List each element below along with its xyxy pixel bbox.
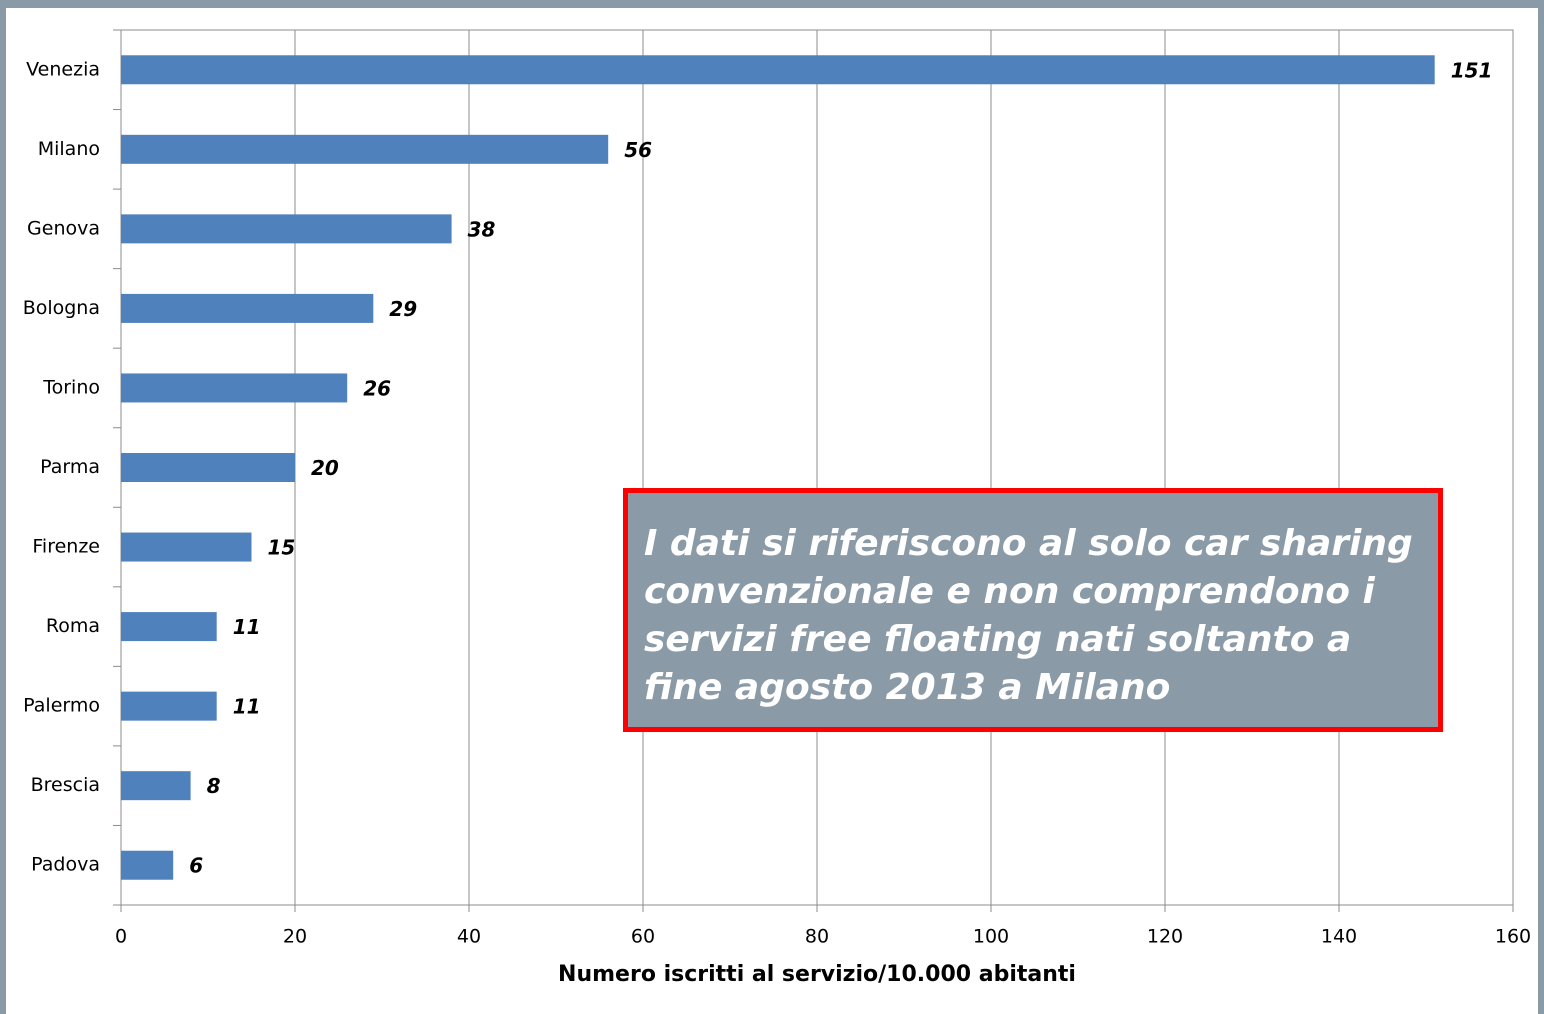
bar <box>121 850 174 880</box>
bar <box>121 532 252 562</box>
value-label: 15 <box>268 536 296 560</box>
x-tick-label: 140 <box>1321 926 1357 948</box>
annotation-line: servizi free floating nati soltanto a <box>644 619 1352 660</box>
y-tick-label: Palermo <box>23 695 100 717</box>
value-label: 11 <box>233 695 261 719</box>
x-tick-label: 160 <box>1495 926 1531 948</box>
bar <box>121 453 295 482</box>
y-tick-label: Bologna <box>23 297 100 319</box>
x-tick-label: 80 <box>805 926 829 948</box>
x-axis-title: Numero iscritti al servizio/10.000 abita… <box>558 962 1076 987</box>
x-tick-label: 120 <box>1147 926 1183 948</box>
bar <box>121 214 452 244</box>
value-label: 26 <box>363 376 391 400</box>
value-label: 29 <box>389 297 417 321</box>
value-label: 8 <box>207 774 221 798</box>
x-tick-label: 60 <box>631 926 655 948</box>
value-label: 11 <box>233 615 261 639</box>
bar <box>121 771 191 801</box>
value-label: 6 <box>189 854 203 878</box>
bar <box>121 612 217 642</box>
y-tick-label: Roma <box>46 615 100 637</box>
x-tick-label: 20 <box>283 926 307 948</box>
annotation-line: convenzionale e non comprendono i <box>644 571 1375 612</box>
bar <box>121 293 374 323</box>
annotation-line: fine agosto 2013 a Milano <box>644 667 1171 708</box>
value-label: 151 <box>1451 58 1493 82</box>
value-label: 56 <box>624 138 652 162</box>
value-label: 38 <box>468 217 496 241</box>
annotation: I dati si riferiscono al solo car sharin… <box>623 488 1443 732</box>
y-tick-label: Genova <box>27 217 100 239</box>
bar <box>121 691 217 721</box>
y-tick-label: Parma <box>40 456 100 478</box>
y-tick-label: Brescia <box>31 774 100 796</box>
y-tick-label: Firenze <box>32 536 100 558</box>
y-tick-label: Torino <box>42 376 100 398</box>
bar <box>121 134 609 164</box>
y-tick-label: Venezia <box>26 58 100 80</box>
x-tick-label: 0 <box>115 926 127 948</box>
value-label: 20 <box>311 456 339 480</box>
y-tick-label: Padova <box>31 854 100 876</box>
bar <box>121 55 1435 85</box>
y-tick-label: Milano <box>38 138 100 160</box>
x-tick-label: 100 <box>973 926 1009 948</box>
x-tick-label: 40 <box>457 926 481 948</box>
bar <box>121 373 348 403</box>
annotation-line: I dati si riferiscono al solo car sharin… <box>644 523 1413 564</box>
